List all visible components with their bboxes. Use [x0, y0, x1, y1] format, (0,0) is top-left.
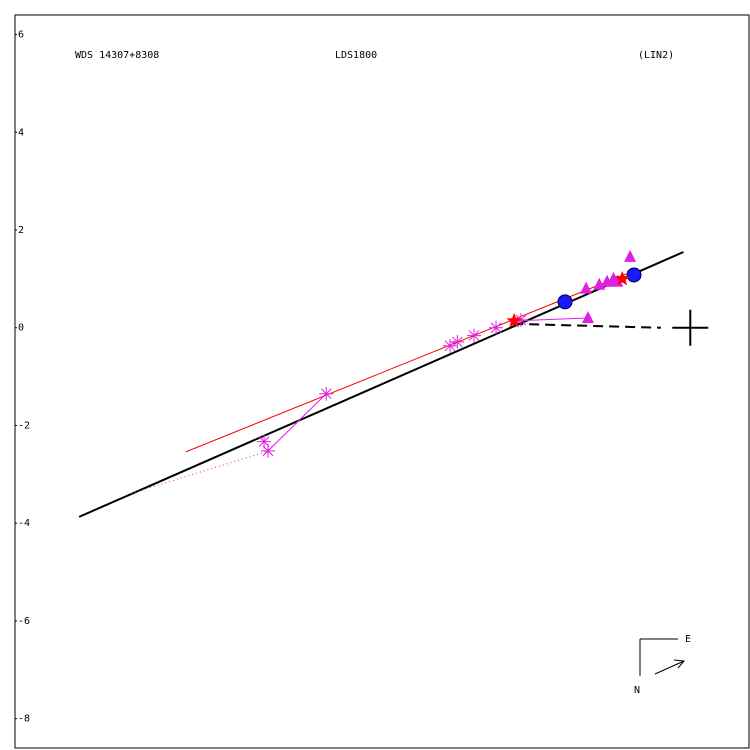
chart-annotation: (LIN2) — [638, 50, 674, 61]
point — [582, 310, 595, 323]
y-tick-label: -4 — [18, 518, 30, 529]
point — [513, 312, 528, 327]
point — [466, 328, 481, 343]
y-tick-label: -6 — [18, 616, 30, 627]
compass-arrow — [673, 659, 686, 669]
y-tick-label: 2 — [18, 225, 24, 236]
point — [260, 443, 275, 458]
point — [257, 434, 272, 449]
line — [78, 251, 684, 518]
y-tick-label: 0 — [18, 323, 24, 334]
point — [443, 338, 458, 353]
line — [185, 273, 627, 453]
line — [130, 451, 267, 494]
y-tick-label: -8 — [18, 714, 30, 725]
point — [580, 281, 593, 294]
point — [506, 312, 522, 328]
line — [267, 393, 327, 452]
line — [513, 322, 661, 329]
y-tick-label: 6 — [18, 30, 24, 41]
point — [624, 249, 637, 262]
point — [489, 320, 504, 335]
point — [672, 309, 709, 346]
compass-label: E — [685, 634, 691, 645]
point — [611, 274, 624, 287]
compass-arrow — [654, 660, 685, 675]
chart-subtitle: LDS1800 — [335, 50, 377, 61]
point — [626, 267, 642, 283]
y-tick-label: -2 — [18, 420, 30, 431]
point — [450, 334, 465, 349]
y-tick-label: 4 — [18, 127, 24, 138]
compass-label: N — [634, 685, 640, 696]
chart-title: WDS 14307+8308 — [75, 50, 159, 61]
point — [614, 270, 630, 286]
point — [319, 386, 334, 401]
point — [557, 294, 573, 310]
plot-frame — [14, 14, 750, 749]
compass: E N — [634, 634, 691, 696]
